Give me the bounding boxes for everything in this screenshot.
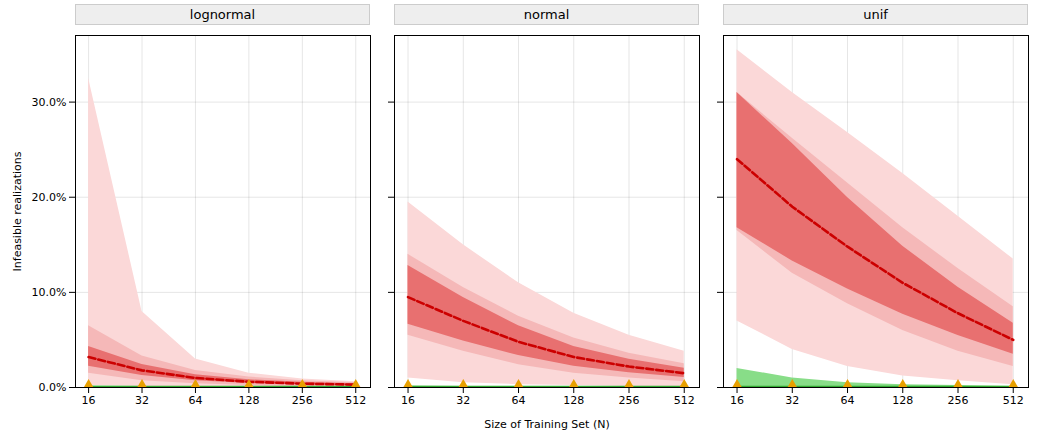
svg-text:0.0%: 0.0% [39,381,67,394]
svg-text:Infeasible realizations: Infeasible realizations [11,151,24,271]
html-text:normal: normal [523,7,570,22]
svg-text:16: 16 [82,394,96,407]
svg-text:16: 16 [730,394,744,407]
svg-text:16: 16 [401,394,415,407]
svg-text:256: 256 [619,394,640,407]
svg-text:10.0%: 10.0% [32,286,67,299]
svg-text:512: 512 [345,394,366,407]
svg-text:20.0%: 20.0% [32,191,67,204]
svg-text:32: 32 [135,394,149,407]
svg-text:256: 256 [948,394,969,407]
svg-text:30.0%: 30.0% [32,96,67,109]
svg-text:Size of Training Set (N): Size of Training Set (N) [484,418,609,431]
html-text:lognormal: lognormal [189,7,256,22]
svg-text:64: 64 [512,394,526,407]
html-text:unif: unif [863,7,888,22]
svg-text:256: 256 [292,394,313,407]
svg-text:512: 512 [674,394,695,407]
svg-text:64: 64 [841,394,855,407]
svg-text:128: 128 [238,394,259,407]
svg-text:128: 128 [563,394,584,407]
svg-text:64: 64 [188,394,202,407]
svg-text:32: 32 [456,394,470,407]
svg-text:512: 512 [1003,394,1024,407]
svg-text:32: 32 [785,394,799,407]
svg-text:128: 128 [892,394,913,407]
